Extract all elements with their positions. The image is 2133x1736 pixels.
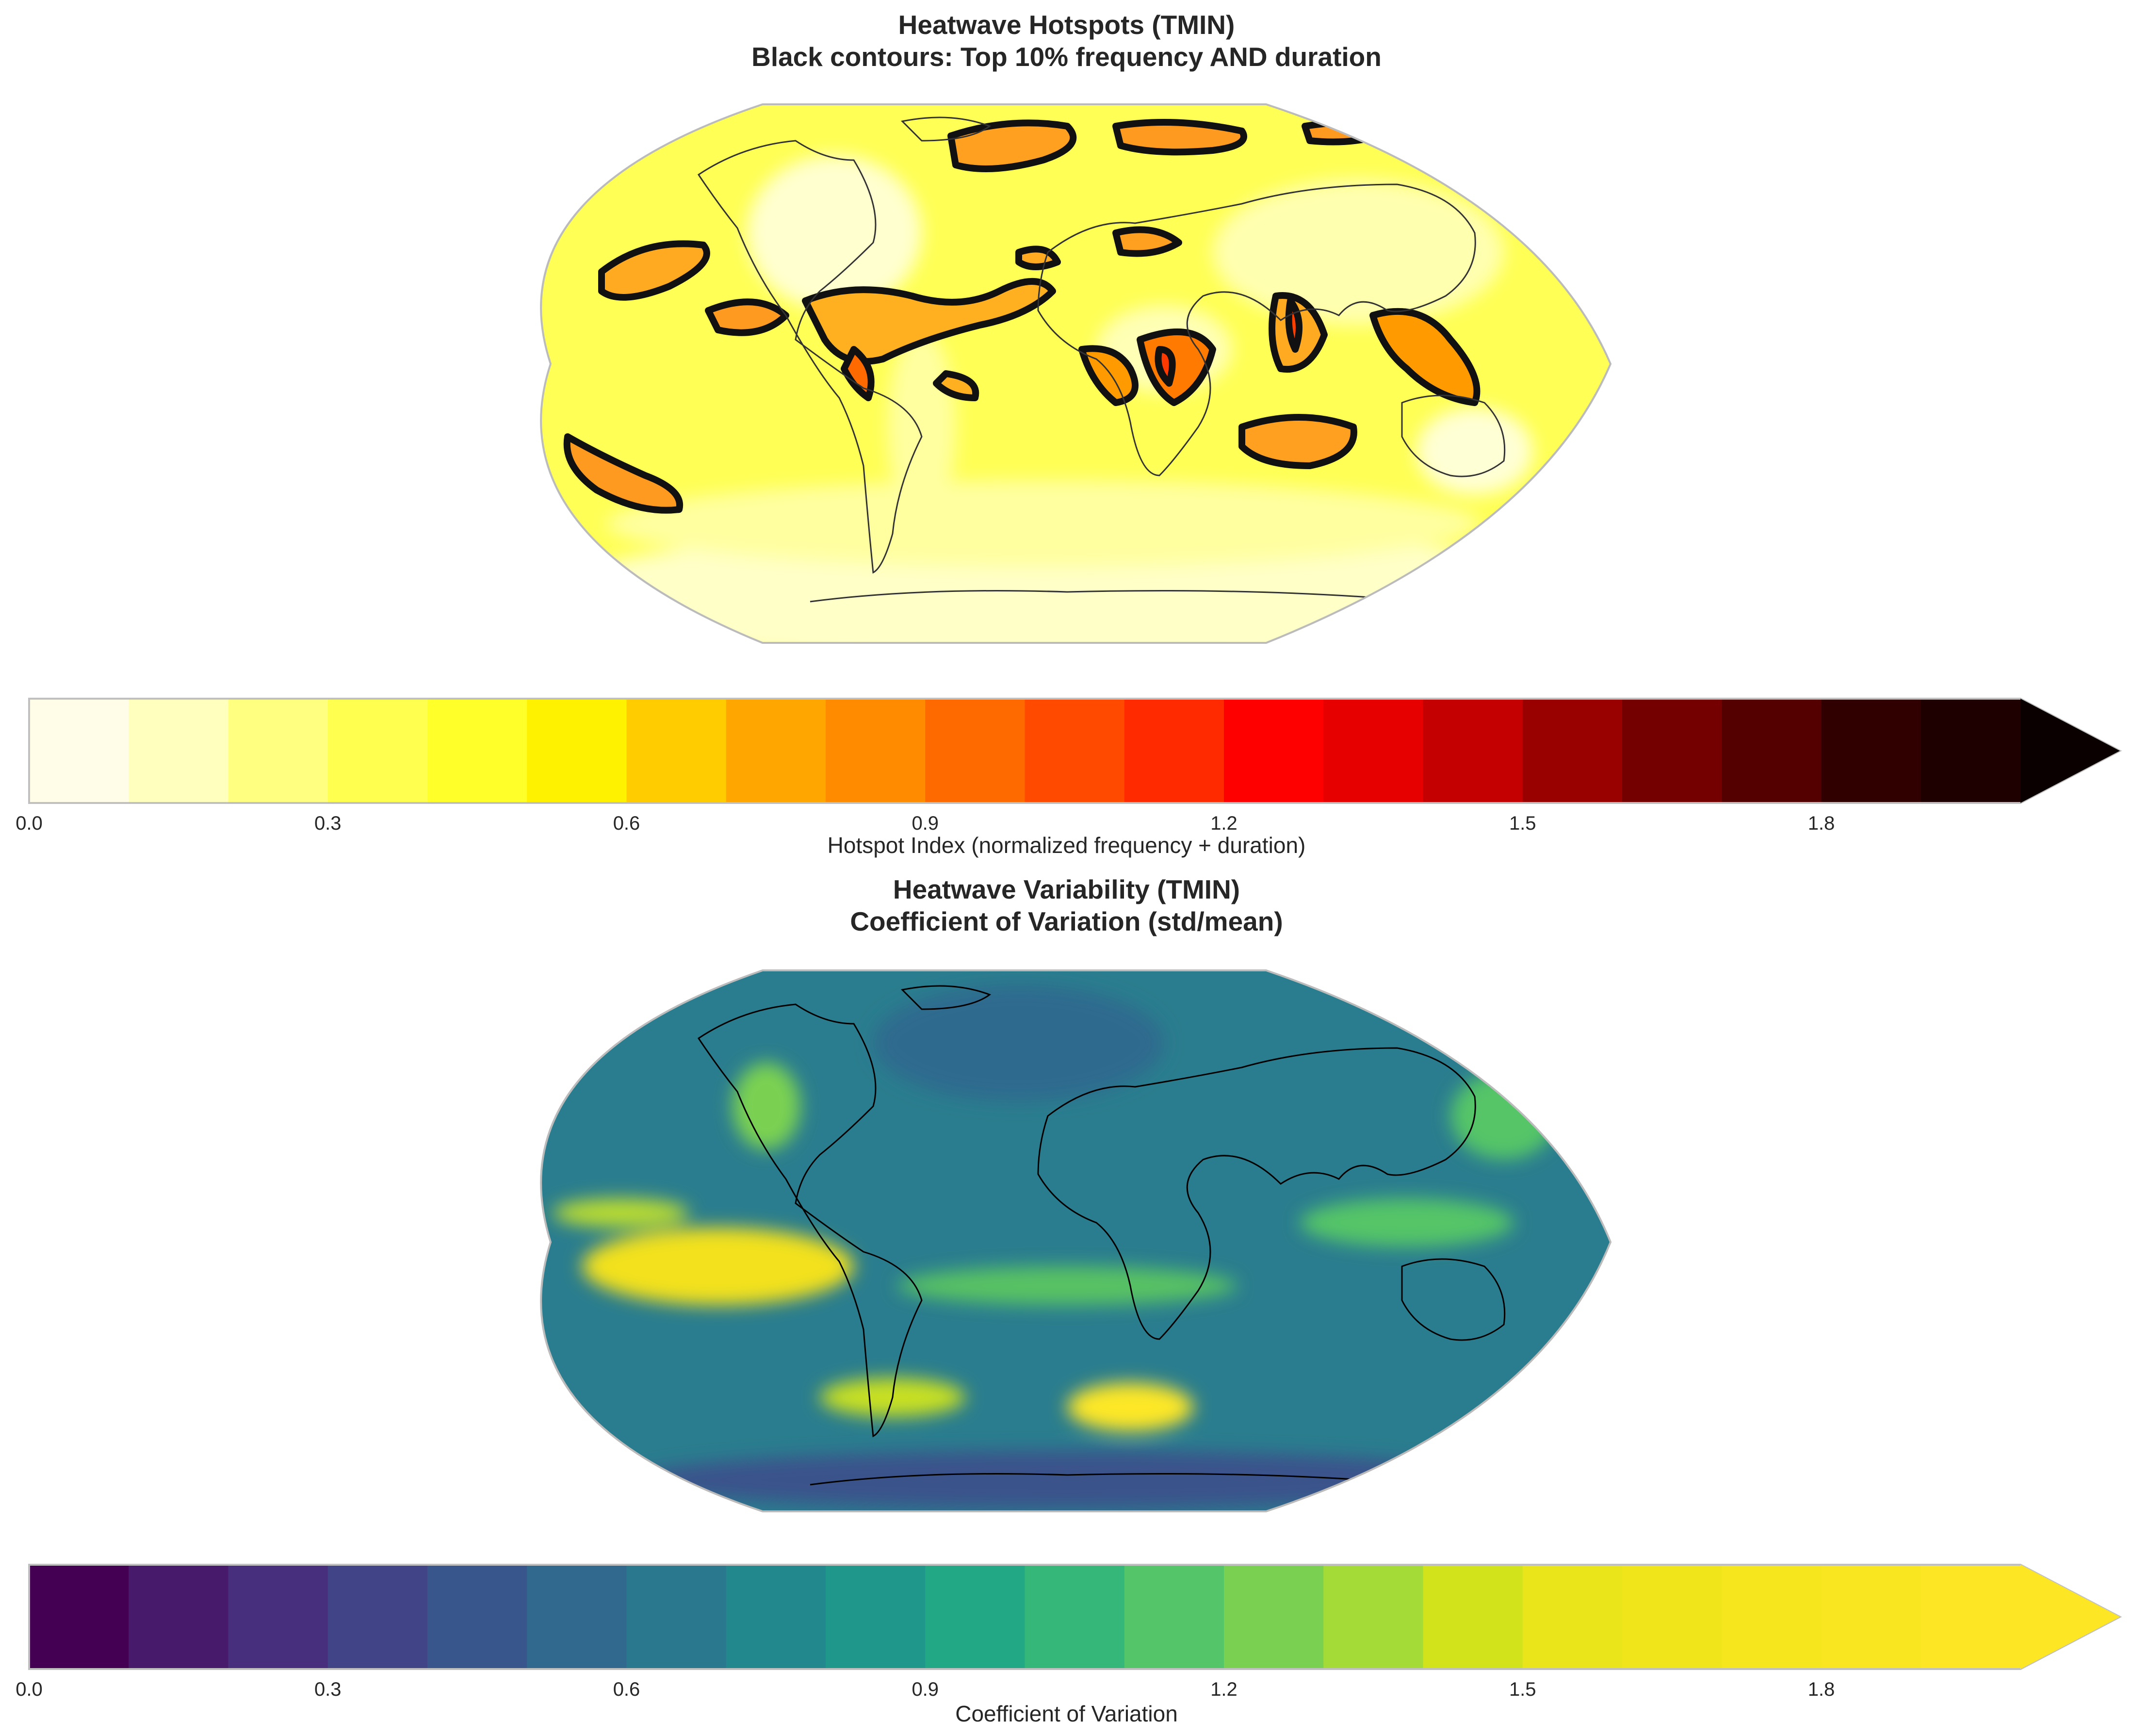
colorbar-swatch	[925, 1565, 1026, 1669]
hotspot-title-line2: Black contours: Top 10% frequency AND du…	[751, 42, 1382, 72]
hotspot-regions	[563, 119, 1481, 514]
colorbar-swatch	[626, 1565, 727, 1669]
colorbar-swatch	[228, 1565, 328, 1669]
variability-title: Heatwave Variability (TMIN) Coefficient …	[0, 873, 2133, 937]
colorbar-swatch	[228, 699, 328, 803]
hotspot-colorbar-label: Hotspot Index (normalized frequency + du…	[827, 833, 1306, 858]
hotspot-map	[540, 103, 1612, 644]
colorbar-swatch	[327, 699, 428, 803]
colorbar-swatch	[726, 1565, 826, 1669]
colorbar-tick-label: 0.0	[16, 813, 43, 834]
colorbar-swatch	[1921, 699, 2021, 803]
colorbar-tick-label: 1.2	[1210, 813, 1237, 834]
variability-colorbar-extend-arrow	[2020, 1565, 2120, 1669]
variability-map-outline	[540, 969, 1612, 1512]
colorbar-swatch	[1722, 699, 1822, 803]
colorbar-tick-label: 0.3	[314, 813, 342, 834]
colorbar-swatch	[925, 699, 1026, 803]
colorbar-swatch	[1423, 699, 1523, 803]
hotspot-title-line1: Heatwave Hotspots (TMIN)	[898, 10, 1235, 40]
colorbar-swatch	[1423, 1565, 1523, 1669]
hotspot-colorbar-extend-arrow	[2020, 699, 2120, 803]
colorbar-swatch	[1025, 1565, 1125, 1669]
colorbar-swatch	[1224, 1565, 1324, 1669]
colorbar-swatch	[1224, 699, 1324, 803]
colorbar-swatch	[1025, 699, 1125, 803]
colorbar-tick-label: 1.2	[1210, 1679, 1237, 1700]
colorbar-swatch	[1821, 699, 1921, 803]
colorbar-swatch	[826, 1565, 926, 1669]
colorbar-tick-label: 0.3	[314, 1679, 342, 1700]
variability-high-values	[553, 985, 1557, 1509]
colorbar-swatch	[527, 699, 627, 803]
colorbar-tick-label: 0.0	[16, 1679, 43, 1700]
colorbar-tick-label: 0.9	[912, 813, 939, 834]
colorbar-tick-label: 0.9	[912, 1679, 939, 1700]
hotspot-coastlines	[697, 116, 1506, 603]
variability-title-line1: Heatwave Variability (TMIN)	[893, 874, 1240, 904]
colorbar-tick-label: 0.6	[613, 1679, 640, 1700]
variability-colorbar: 0.0 0.3 0.6 0.9 1.2 1.5 1.8	[16, 1564, 2122, 1700]
colorbar-swatch	[129, 699, 229, 803]
colorbar-swatch	[1622, 699, 1723, 803]
colorbar-swatch	[427, 699, 528, 803]
hotspot-colorbar: 0.0 0.3 0.6 0.9 1.2 1.5 1.8	[16, 698, 2122, 834]
variability-title-line2: Coefficient of Variation (std/mean)	[850, 906, 1283, 936]
colorbar-swatch	[129, 1565, 229, 1669]
colorbar-swatch	[1821, 1565, 1921, 1669]
hotspot-title: Heatwave Hotspots (TMIN) Black contours:…	[0, 9, 2133, 73]
colorbar-swatch	[1323, 699, 1424, 803]
colorbar-swatch	[29, 699, 130, 803]
colorbar-swatch	[626, 699, 727, 803]
colorbar-swatch	[527, 1565, 627, 1669]
colorbar-swatch	[1522, 1565, 1623, 1669]
colorbar-swatch	[427, 1565, 528, 1669]
colorbar-swatch	[1921, 1565, 2021, 1669]
colorbar-swatch	[1124, 1565, 1224, 1669]
variability-coastlines	[697, 985, 1506, 1486]
colorbar-swatch	[327, 1565, 428, 1669]
variability-colorbar-swatches	[28, 1564, 2122, 1670]
hotspot-colorbar-swatches	[28, 698, 2122, 804]
colorbar-swatch	[1622, 1565, 1723, 1669]
colorbar-swatch	[726, 699, 826, 803]
colorbar-tick-label: 1.5	[1509, 813, 1536, 834]
colorbar-swatch	[1323, 1565, 1424, 1669]
hotspot-low-values	[541, 155, 1601, 643]
variability-colorbar-label: Coefficient of Variation	[955, 1701, 1178, 1726]
variability-map	[540, 969, 1612, 1512]
colorbar-tick-label: 0.6	[613, 813, 640, 834]
colorbar-swatch	[826, 699, 926, 803]
colorbar-tick-label: 1.8	[1808, 813, 1835, 834]
colorbar-tick-label: 1.5	[1509, 1679, 1536, 1700]
colorbar-swatch	[29, 1565, 130, 1669]
colorbar-tick-label: 1.8	[1808, 1679, 1835, 1700]
colorbar-swatch	[1522, 699, 1623, 803]
colorbar-swatch	[1722, 1565, 1822, 1669]
colorbar-swatch	[1124, 699, 1224, 803]
variability-colorbar-ticks: 0.0 0.3 0.6 0.9 1.2 1.5 1.8	[16, 1679, 1835, 1700]
hotspot-map-outline	[540, 103, 1612, 644]
hotspot-colorbar-ticks: 0.0 0.3 0.6 0.9 1.2 1.5 1.8	[16, 813, 1835, 834]
